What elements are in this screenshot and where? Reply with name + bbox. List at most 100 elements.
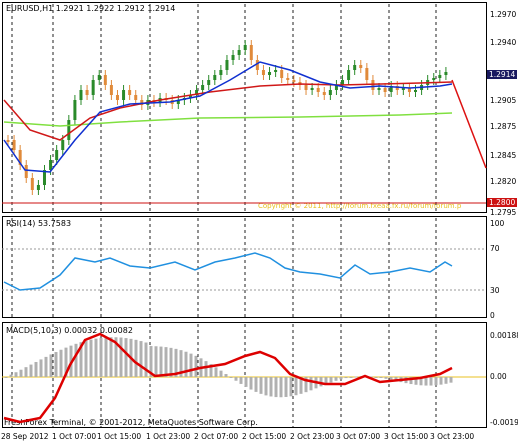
fast-ma-line xyxy=(3,61,453,173)
macd-histogram-bar xyxy=(74,343,78,377)
terminal-footer: FreshForex Terminal, © 2001-2012, MetaQu… xyxy=(4,418,258,427)
macd-histogram-bar xyxy=(234,377,238,381)
macd-histogram-bar xyxy=(219,370,223,377)
rsi-axis-label: 30 xyxy=(490,286,500,295)
macd-histogram-bar xyxy=(89,339,93,377)
price-chart-pane[interactable] xyxy=(2,2,487,213)
candle-body xyxy=(444,72,448,75)
price-axis-label: 1.2905 xyxy=(490,96,517,105)
macd-histogram-bar xyxy=(29,364,33,377)
slow-ma-line xyxy=(3,81,453,141)
macd-pane[interactable] xyxy=(2,322,487,428)
copyright-watermark: Copyright © 2011, http://forum.fxeaa.fx.… xyxy=(258,202,462,210)
macd-histogram-bar xyxy=(309,377,313,391)
candle-body xyxy=(286,78,290,80)
macd-axis-label: 0.00188 xyxy=(490,331,518,340)
candle-body xyxy=(328,90,332,95)
candle-body xyxy=(432,78,436,80)
macd-signal-line xyxy=(3,332,453,424)
macd-histogram-bar xyxy=(349,377,353,378)
time-axis-label: 1 Oct 07:00 xyxy=(52,432,97,441)
time-axis-label: 1 Oct 15:00 xyxy=(97,432,142,441)
candle-body xyxy=(122,90,126,100)
candle-body xyxy=(18,150,22,165)
macd-histogram-bar xyxy=(339,377,343,380)
macd-histogram-bar xyxy=(34,361,38,377)
candle-body xyxy=(414,90,418,92)
macd-histogram-bar xyxy=(414,377,418,385)
macd-histogram-bar xyxy=(304,377,308,393)
current-price-box: 1.2914 xyxy=(487,70,517,79)
candle-body xyxy=(115,95,119,100)
candle-body xyxy=(61,140,65,150)
candle-body xyxy=(188,95,192,98)
price-axis-label: 1.2845 xyxy=(490,151,517,160)
macd-histogram-bar xyxy=(384,377,388,379)
macd-histogram-bar xyxy=(269,377,273,397)
price-axis-label: 1.2795 xyxy=(490,208,517,217)
candle-body xyxy=(140,100,144,105)
candle-body xyxy=(249,45,253,60)
macd-histogram-bar xyxy=(264,377,268,396)
candle-body xyxy=(231,55,235,60)
time-axis-label: 28 Sep 2012 xyxy=(1,432,49,441)
candle-body xyxy=(280,70,284,78)
candle-body xyxy=(310,88,314,90)
candle-body xyxy=(268,72,272,75)
macd-histogram-bar xyxy=(294,377,298,396)
macd-histogram-bar xyxy=(154,346,158,377)
candle-body xyxy=(401,88,405,90)
candle-body xyxy=(91,80,95,95)
macd-histogram-bar xyxy=(249,377,253,390)
candle-body xyxy=(438,75,442,78)
macd-histogram-bar xyxy=(409,377,413,385)
macd-histogram-bar xyxy=(79,342,83,377)
macd-histogram-bar xyxy=(4,377,8,378)
horizontal-line-price-box: 1.2800 xyxy=(487,198,517,207)
candle-body xyxy=(389,86,393,92)
macd-histogram-bar xyxy=(109,337,113,377)
rsi-line xyxy=(3,252,453,291)
candle-body xyxy=(347,70,351,80)
candle-body xyxy=(359,65,363,68)
macd-histogram-bar xyxy=(194,355,198,377)
macd-histogram-bar xyxy=(99,337,103,377)
macd-histogram-bar xyxy=(444,377,448,384)
candle-body xyxy=(377,88,381,90)
candle-body xyxy=(134,95,138,100)
macd-histogram-bar xyxy=(134,339,138,377)
candle-body xyxy=(322,92,326,95)
price-axis-label: 1.2940 xyxy=(490,38,517,47)
macd-histogram-bar xyxy=(144,342,148,377)
macd-histogram-bar xyxy=(419,377,423,386)
rsi-pane[interactable] xyxy=(2,216,487,318)
candle-body xyxy=(407,88,411,92)
macd-histogram-bar xyxy=(344,377,348,379)
macd-histogram-bar xyxy=(94,338,98,377)
macd-histogram-bar xyxy=(369,376,373,378)
macd-histogram-bar xyxy=(449,377,453,383)
macd-histogram-bar xyxy=(174,348,178,377)
macd-histogram-bar xyxy=(149,346,153,377)
macd-histogram-bar xyxy=(374,377,378,378)
macd-histogram-bar xyxy=(114,337,118,377)
long-ma-line xyxy=(3,112,453,127)
time-axis-label: 1 Oct 23:00 xyxy=(146,432,191,441)
candle-body xyxy=(365,68,369,80)
macd-histogram-bar xyxy=(24,367,28,377)
macd-histogram-bar xyxy=(179,350,183,377)
macd-axis-label: -0.00194 xyxy=(490,418,518,427)
candle-body xyxy=(85,90,89,95)
price-axis-label: 1.2820 xyxy=(490,177,517,186)
macd-histogram-bar xyxy=(124,338,128,377)
macd-histogram-bar xyxy=(279,377,283,398)
macd-histogram-bar xyxy=(14,372,18,377)
candle-body xyxy=(195,90,199,95)
candle-body xyxy=(30,178,34,190)
macd-histogram-bar xyxy=(224,374,228,377)
candle-body xyxy=(304,85,308,90)
macd-histogram-bar xyxy=(319,377,323,387)
price-axis-label: 1.2875 xyxy=(490,122,517,131)
